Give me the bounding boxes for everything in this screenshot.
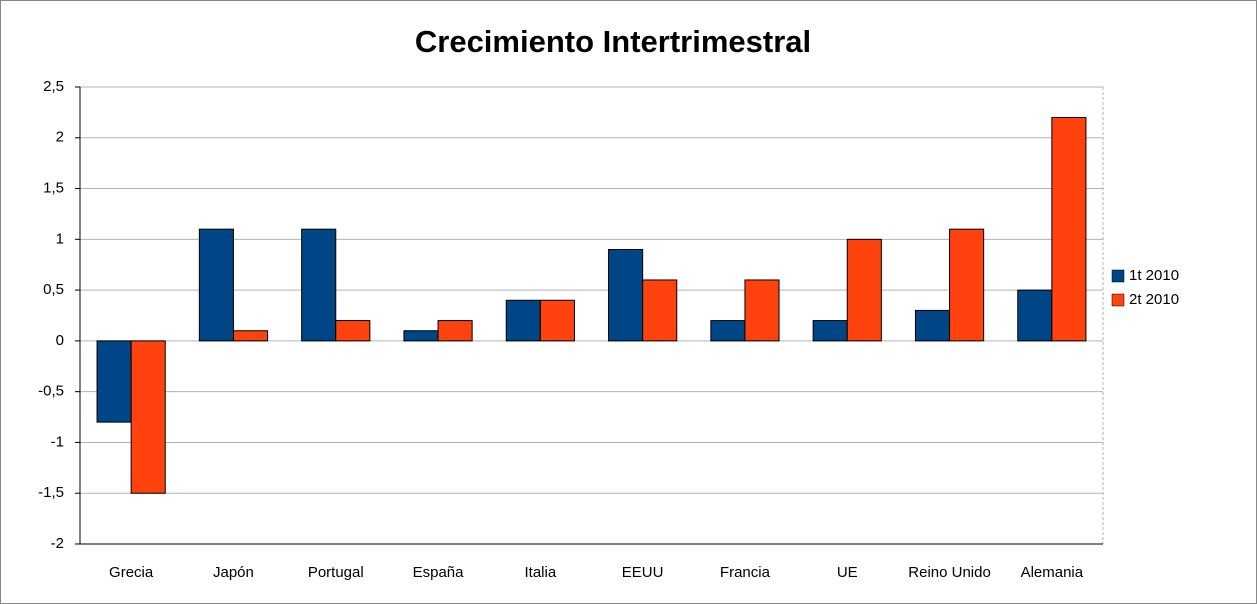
- x-tick-label: Japón: [213, 564, 254, 581]
- bar: [1017, 289, 1053, 342]
- y-tick-label: 0: [56, 332, 64, 349]
- y-tick-label: 2,5: [43, 78, 64, 95]
- x-tick-label: Alemania: [1021, 564, 1084, 581]
- bar: [949, 228, 985, 342]
- legend-swatch: [1111, 269, 1125, 283]
- bar: [642, 279, 678, 342]
- bar: [96, 340, 132, 423]
- bar: [335, 320, 371, 342]
- bar: [812, 320, 848, 342]
- x-tick-label: Francia: [720, 564, 771, 581]
- x-tick-label: Reino Unido: [908, 564, 991, 581]
- bar: [710, 320, 746, 342]
- bar: [130, 340, 166, 494]
- y-tick-label: 1: [56, 230, 64, 247]
- x-tick-label: EEUU: [622, 564, 664, 581]
- legend-label: 1t 2010: [1129, 267, 1179, 284]
- x-tick-label: Italia: [525, 564, 557, 581]
- x-tick-label: UE: [837, 564, 858, 581]
- bar: [505, 299, 541, 342]
- bar: [608, 248, 644, 342]
- y-tick-label: -2: [51, 535, 64, 552]
- y-tick-label: 0,5: [43, 281, 64, 298]
- legend-swatch: [1111, 293, 1125, 307]
- chart-title: Crecimiento Intertrimestral: [415, 24, 811, 59]
- bar: [437, 320, 473, 342]
- bar: [846, 238, 882, 342]
- y-tick-label: -0,5: [38, 383, 64, 400]
- y-tick-label: -1,5: [38, 484, 64, 501]
- bar: [301, 228, 337, 342]
- bar: [914, 309, 951, 342]
- y-tick-label: 1,5: [43, 180, 64, 197]
- legend-label: 2t 2010: [1129, 291, 1179, 308]
- y-tick-label: -1: [51, 433, 64, 450]
- y-tick-label: 2: [56, 129, 64, 146]
- x-tick-label: España: [413, 564, 465, 581]
- bar: [1051, 116, 1087, 342]
- bar: [198, 228, 234, 342]
- x-tick-label: Grecia: [109, 564, 154, 581]
- bar: [539, 299, 575, 342]
- bar: [403, 330, 439, 342]
- bar: [232, 330, 269, 342]
- bar: [744, 279, 780, 342]
- x-tick-label: Portugal: [308, 564, 364, 581]
